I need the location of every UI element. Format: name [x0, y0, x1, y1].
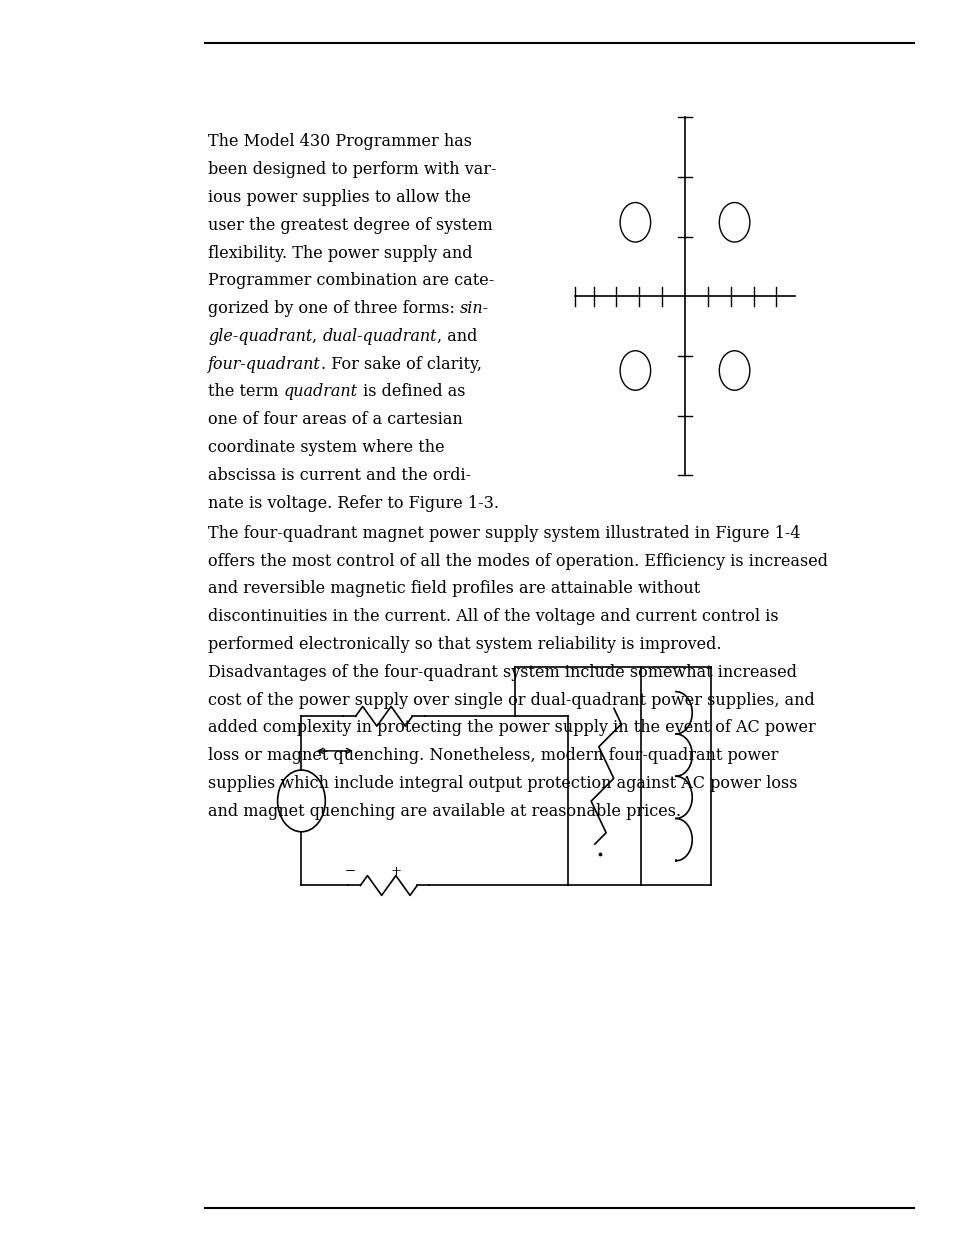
- Text: +: +: [390, 864, 401, 878]
- Text: is defined as: is defined as: [357, 383, 465, 400]
- Text: Disadvantages of the four-quadrant system include somewhat increased: Disadvantages of the four-quadrant syste…: [208, 664, 796, 680]
- Text: quadrant: quadrant: [283, 383, 357, 400]
- Text: and magnet quenching are available at reasonable prices.: and magnet quenching are available at re…: [208, 803, 680, 820]
- Text: The Model 430 Programmer has: The Model 430 Programmer has: [208, 133, 472, 151]
- Text: user the greatest degree of system: user the greatest degree of system: [208, 217, 492, 233]
- Text: supplies which include integral output protection against AC power loss: supplies which include integral output p…: [208, 776, 797, 792]
- Text: the term: the term: [208, 383, 283, 400]
- Text: added complexity in protecting the power supply in the event of AC power: added complexity in protecting the power…: [208, 719, 815, 736]
- Text: and reversible magnetic field profiles are attainable without: and reversible magnetic field profiles a…: [208, 580, 700, 598]
- Text: Programmer combination are cate-: Programmer combination are cate-: [208, 272, 494, 289]
- Text: , and: , and: [436, 327, 476, 345]
- Text: nate is voltage. Refer to Figure 1-3.: nate is voltage. Refer to Figure 1-3.: [208, 494, 498, 511]
- Text: ious power supplies to allow the: ious power supplies to allow the: [208, 189, 471, 206]
- Text: been designed to perform with var-: been designed to perform with var-: [208, 162, 496, 178]
- Text: . For sake of clarity,: . For sake of clarity,: [320, 356, 481, 373]
- Text: four-quadrant: four-quadrant: [208, 356, 320, 373]
- Text: discontinuities in the current. All of the voltage and current control is: discontinuities in the current. All of t…: [208, 609, 778, 625]
- Text: cost of the power supply over single or dual-quadrant power supplies, and: cost of the power supply over single or …: [208, 692, 814, 709]
- Text: one of four areas of a cartesian: one of four areas of a cartesian: [208, 411, 462, 429]
- Text: performed electronically so that system reliability is improved.: performed electronically so that system …: [208, 636, 720, 653]
- Text: coordinate system where the: coordinate system where the: [208, 438, 444, 456]
- Text: offers the most control of all the modes of operation. Efficiency is increased: offers the most control of all the modes…: [208, 553, 827, 569]
- Text: gorized by one of three forms:: gorized by one of three forms:: [208, 300, 459, 317]
- Text: abscissa is current and the ordi-: abscissa is current and the ordi-: [208, 467, 471, 484]
- Text: loss or magnet quenching. Nonetheless, modern four-quadrant power: loss or magnet quenching. Nonetheless, m…: [208, 747, 778, 764]
- Text: sin-: sin-: [459, 300, 489, 317]
- Text: ,: ,: [312, 327, 322, 345]
- Text: −: −: [344, 864, 355, 878]
- Text: dual-quadrant: dual-quadrant: [322, 327, 436, 345]
- Text: flexibility. The power supply and: flexibility. The power supply and: [208, 245, 472, 262]
- Text: The four-quadrant magnet power supply system illustrated in Figure 1-4: The four-quadrant magnet power supply sy…: [208, 525, 800, 542]
- Text: gle-quadrant: gle-quadrant: [208, 327, 312, 345]
